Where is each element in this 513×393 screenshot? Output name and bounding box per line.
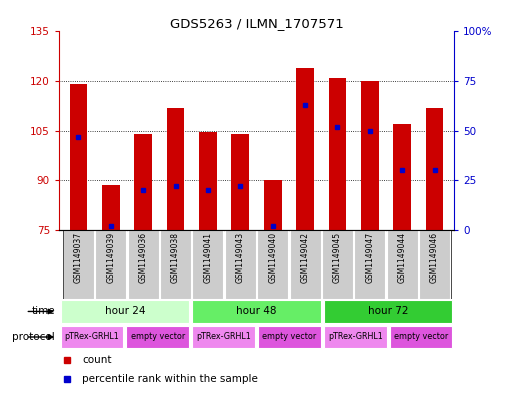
- Text: GSM1149039: GSM1149039: [106, 232, 115, 283]
- Text: GSM1149036: GSM1149036: [139, 232, 148, 283]
- Text: time: time: [31, 307, 55, 316]
- Bar: [134, 134, 152, 230]
- Bar: [257, 230, 288, 299]
- Text: hour 48: hour 48: [236, 307, 277, 316]
- Bar: [167, 108, 185, 230]
- Bar: [419, 230, 450, 299]
- Bar: [70, 84, 87, 230]
- Bar: [289, 230, 321, 299]
- Text: empty vector: empty vector: [394, 332, 448, 342]
- Bar: [354, 230, 385, 299]
- Text: percentile rank within the sample: percentile rank within the sample: [82, 374, 258, 384]
- Text: GSM1149038: GSM1149038: [171, 232, 180, 283]
- Text: GSM1149040: GSM1149040: [268, 232, 277, 283]
- Text: GSM1149043: GSM1149043: [236, 232, 245, 283]
- Text: GSM1149044: GSM1149044: [398, 232, 407, 283]
- Text: hour 24: hour 24: [105, 307, 145, 316]
- Bar: [390, 325, 452, 349]
- Bar: [264, 180, 282, 230]
- Bar: [192, 300, 321, 323]
- Text: protocol: protocol: [12, 332, 55, 342]
- Bar: [63, 230, 94, 299]
- Bar: [127, 325, 189, 349]
- Bar: [128, 230, 159, 299]
- Text: GSM1149045: GSM1149045: [333, 232, 342, 283]
- Bar: [361, 81, 379, 230]
- Bar: [393, 124, 411, 230]
- Bar: [322, 230, 353, 299]
- Text: hour 72: hour 72: [368, 307, 408, 316]
- Title: GDS5263 / ILMN_1707571: GDS5263 / ILMN_1707571: [170, 17, 343, 30]
- Bar: [258, 325, 321, 349]
- Text: GSM1149042: GSM1149042: [301, 232, 309, 283]
- Bar: [102, 185, 120, 230]
- Text: GSM1149041: GSM1149041: [204, 232, 212, 283]
- Text: GSM1149046: GSM1149046: [430, 232, 439, 283]
- Bar: [328, 78, 346, 230]
- Text: pTRex-GRHL1: pTRex-GRHL1: [65, 332, 120, 342]
- Text: pTRex-GRHL1: pTRex-GRHL1: [196, 332, 251, 342]
- Text: empty vector: empty vector: [131, 332, 185, 342]
- Bar: [426, 108, 443, 230]
- Bar: [324, 325, 386, 349]
- Bar: [225, 230, 256, 299]
- Bar: [160, 230, 191, 299]
- Text: empty vector: empty vector: [262, 332, 317, 342]
- Bar: [231, 134, 249, 230]
- Bar: [61, 300, 189, 323]
- Bar: [192, 230, 224, 299]
- Bar: [192, 325, 255, 349]
- Text: GSM1149047: GSM1149047: [365, 232, 374, 283]
- Text: pTRex-GRHL1: pTRex-GRHL1: [328, 332, 383, 342]
- Bar: [296, 68, 314, 230]
- Bar: [61, 325, 123, 349]
- Bar: [95, 230, 126, 299]
- Text: count: count: [82, 354, 112, 365]
- Bar: [387, 230, 418, 299]
- Bar: [199, 132, 217, 230]
- Bar: [324, 300, 452, 323]
- Text: GSM1149037: GSM1149037: [74, 232, 83, 283]
